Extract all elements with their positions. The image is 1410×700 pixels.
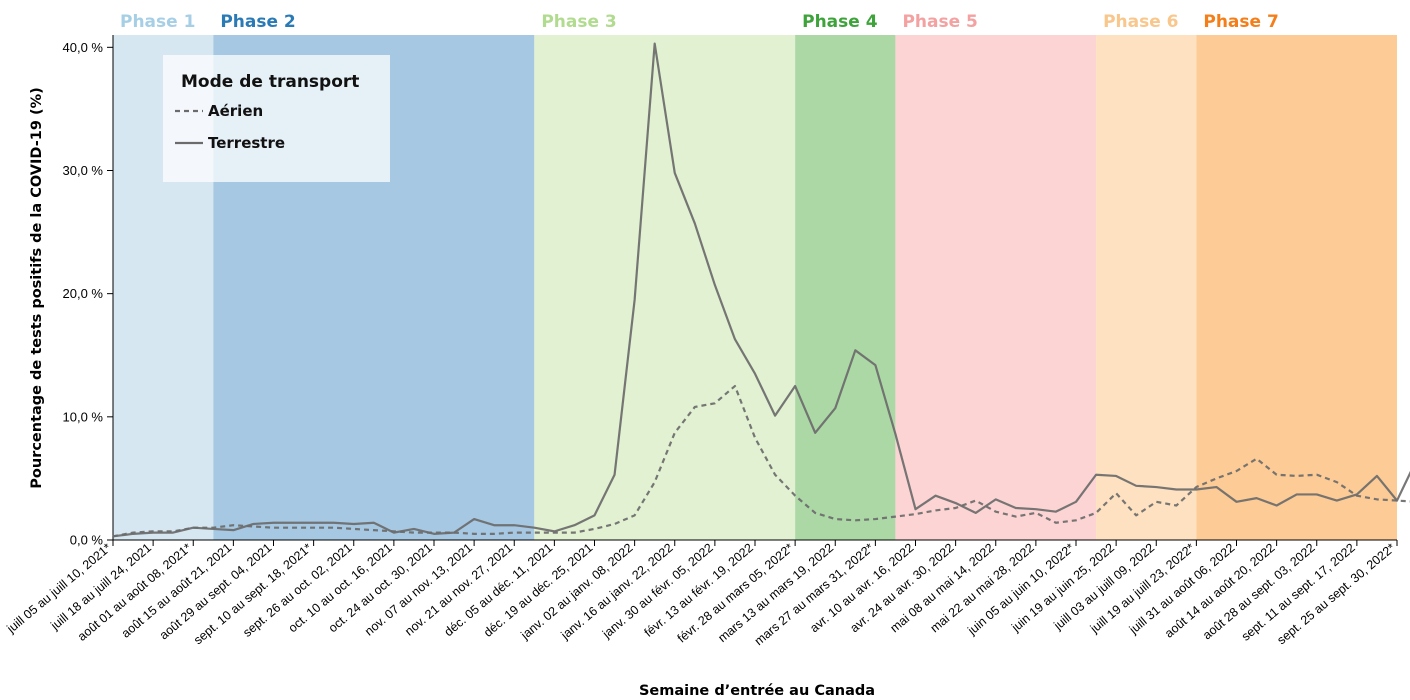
legend-label-1: Terrestre <box>208 134 285 152</box>
phase-label-5: Phase 5 <box>902 12 977 32</box>
legend: Mode de transport Aérien Terrestre <box>163 55 390 182</box>
y-tick-label-2: 20,0 % <box>63 286 104 301</box>
phase-label-1: Phase 1 <box>120 12 195 32</box>
legend-label-0: Aérien <box>208 102 263 120</box>
phase-label-2: Phase 2 <box>220 12 295 32</box>
phase-labels: Phase 1 Phase 2 Phase 3 Phase 4 Phase 5 Phase… <box>120 12 1279 32</box>
phase-label-7: Phase 7 <box>1203 12 1278 32</box>
y-tick-label-3: 30,0 % <box>63 163 104 178</box>
phase-band-5 <box>895 35 1097 540</box>
phase-label-4: Phase 4 <box>802 12 878 32</box>
phase-band-6 <box>1096 35 1197 540</box>
phase-band-3 <box>534 35 796 540</box>
legend-box <box>163 55 390 182</box>
y-tick-label-1: 10,0 % <box>63 409 104 424</box>
axes: 0,0 %10,0 %20,0 %30,0 %40,0 %juill 05 au… <box>4 35 1398 648</box>
series-layer <box>112 42 1410 538</box>
phase-bands <box>113 35 1397 540</box>
phase-label-6: Phase 6 <box>1103 12 1178 32</box>
series-line-a-rien <box>112 384 1410 538</box>
series-line-terrestre <box>112 42 1410 538</box>
y-axis-title: Pourcentage de tests positifs de la COVI… <box>29 87 45 488</box>
phase-band-7 <box>1196 35 1397 540</box>
phase-label-3: Phase 3 <box>541 12 616 32</box>
y-tick-label-4: 40,0 % <box>63 40 104 55</box>
x-axis-title: Semaine d’entrée au Canada <box>639 683 875 699</box>
y-tick-label-0: 0,0 % <box>70 533 104 548</box>
phase-band-4 <box>795 35 896 540</box>
legend-title: Mode de transport <box>181 72 359 92</box>
